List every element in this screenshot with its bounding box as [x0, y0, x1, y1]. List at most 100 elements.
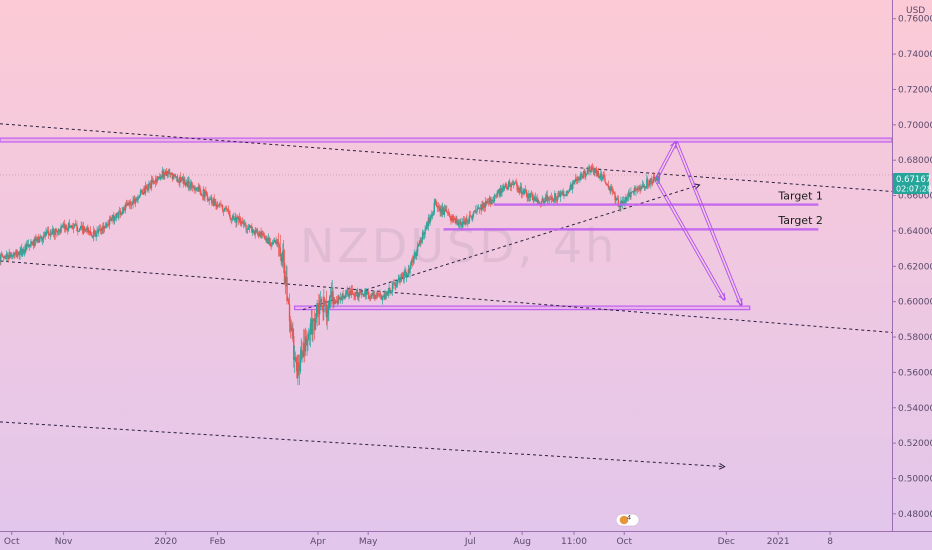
candle: [217, 204, 220, 207]
candle: [350, 285, 353, 299]
candle: [221, 204, 223, 207]
price-tick-label: 0.48000: [898, 510, 932, 520]
candle: [423, 232, 425, 240]
candle: [458, 219, 461, 229]
candle: [280, 253, 282, 266]
candle: [437, 202, 440, 212]
candle: [57, 228, 60, 236]
candle: [245, 222, 247, 233]
candle: [557, 190, 559, 200]
price-zone: [293, 305, 751, 311]
candle: [123, 205, 125, 214]
candle: [187, 176, 189, 191]
candle: [520, 182, 523, 198]
candle: [395, 281, 397, 291]
time-tick-label: Nov: [55, 537, 73, 547]
candle: [128, 199, 130, 207]
candle: [527, 193, 529, 201]
candle: [271, 242, 273, 248]
candle: [573, 179, 575, 185]
candle: [288, 293, 291, 333]
candle: [56, 228, 58, 238]
candle: [581, 175, 584, 179]
candle: [656, 175, 658, 182]
candle: [467, 220, 469, 228]
candle: [79, 225, 82, 231]
candle: [410, 261, 412, 270]
candle: [94, 230, 97, 237]
candle: [40, 235, 42, 239]
candle: [17, 251, 20, 256]
candle: [149, 182, 151, 186]
candle: [602, 171, 605, 181]
candle: [64, 223, 66, 233]
candle: [97, 228, 99, 234]
candle: [202, 186, 205, 201]
candle: [68, 219, 71, 229]
candle: [261, 230, 263, 240]
candle: [134, 194, 136, 205]
candle: [211, 194, 213, 206]
candle: [326, 304, 328, 330]
candle: [535, 196, 538, 203]
candle: [599, 175, 601, 181]
candle: [416, 249, 418, 260]
time-tick-label: Feb: [210, 537, 226, 547]
candle: [205, 186, 207, 196]
candle: [262, 230, 264, 238]
candle: [174, 173, 176, 178]
candle: [26, 240, 28, 251]
candle: [236, 214, 239, 219]
candle: [403, 269, 405, 284]
candle: [616, 195, 619, 201]
candle: [59, 227, 61, 235]
candle: [206, 192, 209, 203]
candle: [486, 198, 488, 205]
candle: [139, 194, 141, 199]
price-tick-label: 0.50000: [898, 474, 932, 484]
candle: [344, 289, 347, 299]
candle: [379, 289, 381, 298]
candle: [302, 351, 304, 363]
candle: [257, 227, 259, 237]
candle: [25, 242, 27, 253]
candle: [267, 237, 269, 244]
candle: [21, 248, 24, 258]
candle: [153, 179, 155, 185]
candle: [164, 169, 167, 176]
candle: [394, 278, 396, 290]
candle: [457, 219, 459, 226]
flag-icon: [619, 515, 629, 525]
candle: [32, 239, 35, 250]
candle: [530, 190, 533, 195]
candle: [447, 208, 450, 216]
candle: [231, 217, 233, 225]
candle: [396, 279, 399, 288]
candle: [152, 177, 154, 185]
target-label: Target 2: [777, 214, 823, 227]
candle: [334, 297, 336, 305]
candle: [141, 188, 143, 195]
events-badge[interactable]: 4: [615, 514, 640, 527]
candle: [71, 224, 73, 229]
candle: [93, 225, 95, 242]
candle: [21, 243, 23, 257]
candle: [69, 225, 71, 229]
candle: [583, 168, 585, 175]
price-tick-label: 0.56000: [898, 368, 932, 378]
candle: [195, 187, 198, 192]
price-tick-label: 0.60000: [898, 298, 932, 308]
candle: [282, 239, 285, 274]
candle: [42, 231, 45, 243]
candle: [490, 196, 492, 205]
candle: [339, 298, 341, 301]
candle: [6, 252, 9, 262]
candle: [537, 197, 539, 204]
candle: [144, 185, 146, 194]
candle: [249, 225, 251, 229]
events-count: 4: [627, 514, 631, 522]
candle: [287, 297, 290, 305]
candle: [220, 200, 222, 208]
candle: [442, 206, 445, 215]
